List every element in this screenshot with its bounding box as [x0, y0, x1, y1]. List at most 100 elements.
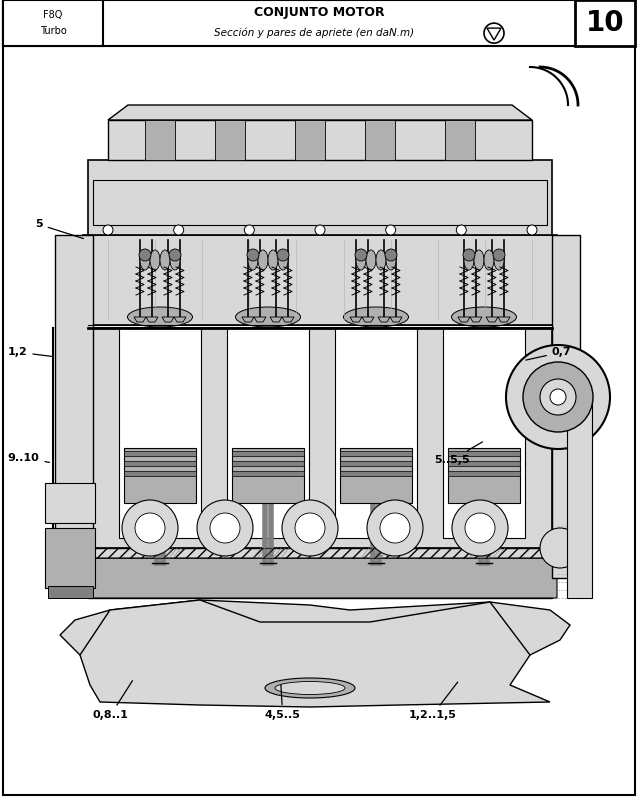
Ellipse shape	[160, 250, 170, 270]
Ellipse shape	[474, 250, 484, 270]
Circle shape	[122, 500, 178, 556]
Text: 5..5,5: 5..5,5	[434, 442, 482, 465]
Circle shape	[506, 345, 610, 449]
Ellipse shape	[278, 250, 288, 270]
Ellipse shape	[235, 307, 300, 327]
Polygon shape	[498, 317, 510, 322]
Polygon shape	[362, 317, 374, 322]
Text: 9..10: 9..10	[8, 453, 50, 464]
Bar	[124, 471, 196, 476]
Text: F8Q: F8Q	[43, 10, 63, 20]
Circle shape	[484, 23, 504, 43]
Bar	[52, 553, 82, 578]
Ellipse shape	[140, 250, 150, 270]
Ellipse shape	[484, 250, 494, 270]
Bar	[45, 528, 95, 588]
Bar	[124, 461, 196, 466]
Circle shape	[540, 379, 576, 415]
Bar	[340, 471, 412, 476]
Circle shape	[282, 500, 338, 556]
Text: 4,5..5: 4,5..5	[265, 685, 300, 721]
Bar	[3, 0, 635, 46]
Polygon shape	[270, 317, 282, 322]
Circle shape	[210, 513, 240, 543]
Bar	[90, 548, 550, 558]
Bar	[448, 451, 520, 456]
Polygon shape	[162, 317, 174, 322]
Bar	[335, 328, 417, 538]
Bar	[48, 586, 93, 598]
Polygon shape	[146, 317, 158, 322]
Bar	[448, 471, 520, 476]
Bar	[575, 0, 635, 46]
Text: Turbo: Turbo	[40, 26, 66, 36]
Polygon shape	[242, 317, 254, 322]
Ellipse shape	[275, 681, 345, 694]
Polygon shape	[487, 28, 501, 40]
Text: CONJUNTO MOTOR: CONJUNTO MOTOR	[254, 6, 384, 19]
Circle shape	[315, 225, 325, 235]
Polygon shape	[458, 317, 470, 322]
Text: 5: 5	[35, 219, 84, 239]
Polygon shape	[390, 317, 402, 322]
Polygon shape	[470, 317, 482, 322]
Polygon shape	[174, 317, 186, 322]
Bar	[124, 451, 196, 456]
Text: 0,7: 0,7	[526, 347, 572, 360]
Circle shape	[540, 528, 580, 568]
Bar	[119, 328, 201, 538]
Circle shape	[456, 225, 466, 235]
Polygon shape	[350, 317, 362, 322]
Ellipse shape	[248, 250, 258, 270]
Bar	[552, 235, 580, 578]
Text: Sección y pares de apriete (en daN.m): Sección y pares de apriete (en daN.m)	[214, 28, 414, 38]
Bar	[88, 548, 552, 598]
Circle shape	[174, 225, 184, 235]
Polygon shape	[80, 600, 550, 707]
Ellipse shape	[265, 678, 355, 698]
Ellipse shape	[150, 250, 160, 270]
Polygon shape	[108, 105, 532, 120]
Circle shape	[452, 500, 508, 556]
Circle shape	[380, 513, 410, 543]
Ellipse shape	[464, 250, 474, 270]
Bar	[365, 120, 395, 160]
Ellipse shape	[268, 250, 278, 270]
Circle shape	[103, 225, 113, 235]
Circle shape	[169, 249, 181, 261]
Circle shape	[493, 249, 505, 261]
Bar	[567, 398, 592, 598]
Bar	[448, 448, 520, 503]
Polygon shape	[378, 317, 390, 322]
Ellipse shape	[128, 307, 193, 327]
Bar	[443, 328, 525, 538]
Circle shape	[385, 225, 396, 235]
Bar	[232, 471, 304, 476]
Circle shape	[385, 249, 397, 261]
Polygon shape	[83, 558, 557, 598]
Bar	[448, 461, 520, 466]
Text: 1,2..1,5: 1,2..1,5	[408, 682, 457, 721]
Circle shape	[465, 513, 495, 543]
Bar	[232, 448, 304, 503]
Ellipse shape	[376, 250, 386, 270]
Text: 10: 10	[586, 9, 625, 37]
Bar	[3, 0, 103, 46]
Bar	[340, 448, 412, 503]
Polygon shape	[134, 317, 146, 322]
Circle shape	[244, 225, 255, 235]
Bar	[340, 461, 412, 466]
Bar	[83, 235, 557, 325]
Circle shape	[527, 225, 537, 235]
Ellipse shape	[343, 307, 408, 327]
Bar	[227, 328, 309, 538]
Bar	[295, 120, 325, 160]
Circle shape	[135, 513, 165, 543]
Circle shape	[277, 249, 289, 261]
Ellipse shape	[356, 250, 366, 270]
Bar	[55, 235, 93, 578]
Polygon shape	[282, 317, 294, 322]
Bar	[88, 328, 552, 548]
Bar	[145, 120, 175, 160]
Bar	[215, 120, 245, 160]
